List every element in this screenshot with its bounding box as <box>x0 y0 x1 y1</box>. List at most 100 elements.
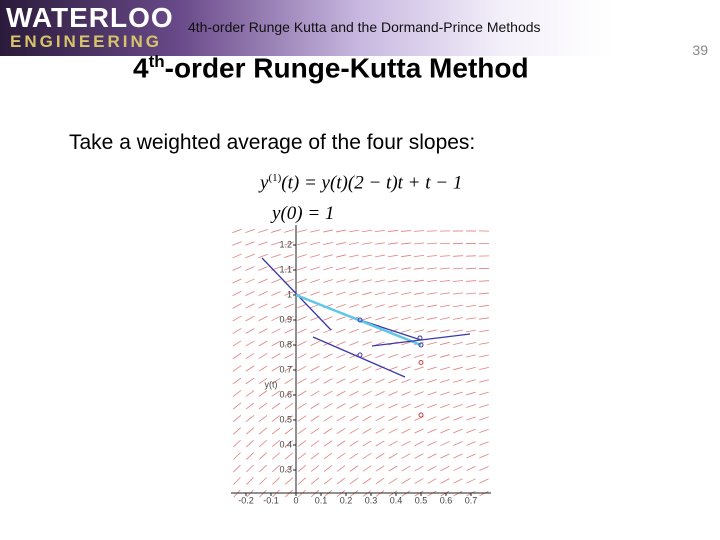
field-arrow <box>258 266 268 271</box>
field-arrow <box>401 267 411 270</box>
field-arrow <box>374 229 386 233</box>
field-arrow <box>258 402 268 410</box>
field-arrow <box>232 228 242 234</box>
header-title: 4th-order Runge Kutta and the Dormand-Pr… <box>188 19 541 35</box>
field-arrow <box>336 465 346 472</box>
field-arrow <box>440 317 450 320</box>
field-arrow <box>310 353 320 359</box>
field-arrow <box>336 242 346 245</box>
field-arrow <box>284 266 294 271</box>
field-arrow <box>414 403 424 409</box>
field-arrow <box>258 377 268 385</box>
field-arrow <box>271 291 281 296</box>
field-arrow <box>349 242 359 245</box>
field-arrow <box>453 391 463 396</box>
field-arrow <box>258 415 268 422</box>
field-arrow <box>323 378 333 384</box>
field-arrow <box>323 254 333 258</box>
field-arrow <box>245 328 255 334</box>
field-arrow <box>232 278 242 284</box>
field-arrow <box>465 292 477 295</box>
field-arrow <box>388 316 398 321</box>
field-arrow <box>297 254 307 258</box>
x-tick-label: 0.3 <box>365 495 378 505</box>
field-arrow <box>362 390 372 397</box>
field-arrow <box>453 379 463 383</box>
title-number: 4 <box>133 52 149 84</box>
field-arrow <box>479 366 489 371</box>
field-arrow <box>414 304 424 308</box>
field-arrow <box>284 440 294 447</box>
field-arrow <box>478 329 490 333</box>
field-arrow <box>284 229 294 233</box>
field-arrow <box>375 304 385 308</box>
field-arrow <box>336 341 346 346</box>
field-arrow <box>375 477 385 485</box>
field-arrow <box>258 229 268 233</box>
field-arrow <box>232 377 242 385</box>
field-arrow <box>232 266 242 271</box>
field-arrow <box>245 278 255 284</box>
field-arrow <box>400 230 412 232</box>
field-arrow <box>466 453 476 459</box>
eq-rest: (t) = y(t)(2 − t)t + t − 1 <box>281 172 463 194</box>
field-arrow <box>414 378 424 384</box>
field-arrow <box>259 464 267 473</box>
field-arrow <box>479 453 489 459</box>
slope-point <box>418 342 424 348</box>
field-arrow <box>387 254 399 258</box>
field-arrow <box>413 242 425 245</box>
field-arrow <box>466 416 476 421</box>
eq-rest: (0) = 1 <box>280 203 335 224</box>
field-arrow <box>452 267 464 270</box>
field-arrow <box>375 353 385 359</box>
field-arrow <box>453 329 463 333</box>
field-arrow <box>401 428 411 434</box>
field-arrow <box>349 415 359 422</box>
field-arrow <box>245 228 255 234</box>
field-arrow <box>310 465 320 472</box>
field-arrow <box>375 403 385 409</box>
field-arrow <box>479 342 489 345</box>
slope-point <box>357 317 363 323</box>
title-rest: -order Runge-Kutta Method <box>164 52 529 84</box>
field-arrow <box>310 452 320 460</box>
field-arrow <box>245 340 255 347</box>
slope-point <box>418 412 424 418</box>
field-arrow <box>414 316 424 321</box>
field-arrow <box>388 453 398 459</box>
field-arrow <box>426 267 438 270</box>
field-arrow <box>336 415 346 422</box>
field-arrow <box>401 329 411 333</box>
field-arrow <box>310 241 320 246</box>
field-arrow <box>310 378 320 384</box>
field-arrow <box>336 279 346 283</box>
field-arrow <box>349 452 359 460</box>
field-arrow <box>232 390 242 397</box>
field-arrow <box>427 366 437 371</box>
field-arrow <box>336 427 346 435</box>
field-arrow <box>374 242 386 245</box>
field-arrow <box>414 428 424 434</box>
field-arrow <box>310 279 320 283</box>
field-arrow <box>258 328 268 334</box>
field-arrow <box>245 241 255 246</box>
field-arrow <box>362 267 372 270</box>
field-arrow <box>388 391 398 396</box>
field-arrow <box>452 280 464 282</box>
field-arrow <box>401 391 411 396</box>
field-arrow <box>297 440 307 447</box>
field-arrow <box>297 241 307 246</box>
field-arrow <box>427 329 437 333</box>
field-arrow <box>466 354 476 358</box>
field-arrow <box>427 292 437 295</box>
field-arrow <box>232 427 242 435</box>
field-arrow <box>453 317 463 320</box>
field-arrow <box>349 378 359 384</box>
field-arrow <box>401 403 411 409</box>
field-arrow <box>349 291 359 296</box>
field-arrow <box>284 402 294 410</box>
field-arrow <box>349 254 359 258</box>
slope-point <box>417 335 423 341</box>
field-arrow <box>258 241 268 246</box>
